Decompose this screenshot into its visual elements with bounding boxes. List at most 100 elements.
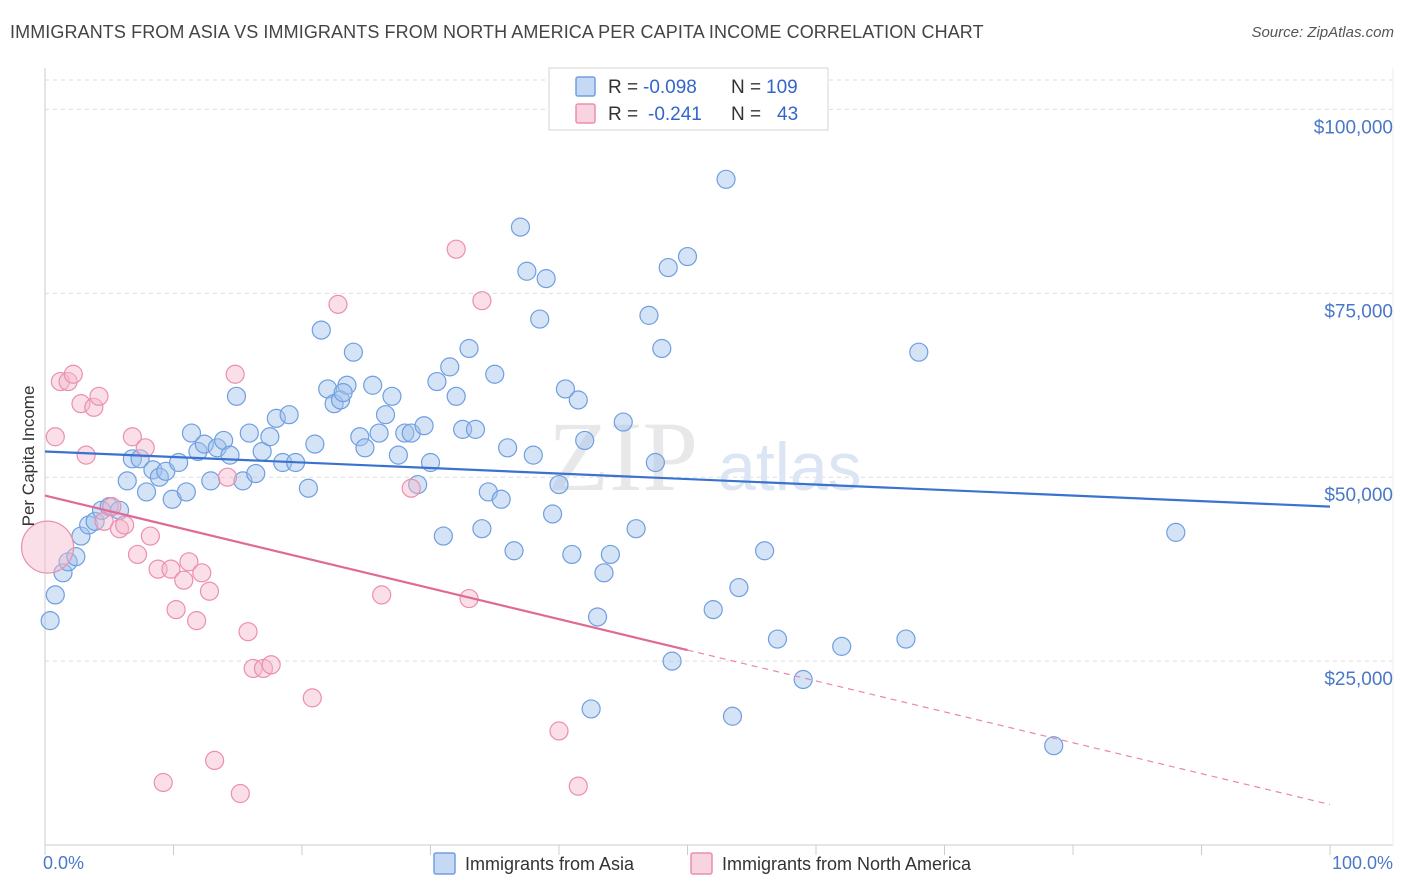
point-asia — [639, 305, 659, 325]
point-asia — [279, 405, 299, 425]
point-asia — [71, 526, 91, 546]
axes-layer — [44, 68, 1394, 855]
legend-n-value-asia: 109 — [766, 77, 798, 98]
point-asia — [600, 544, 621, 565]
point-asia — [1044, 736, 1064, 756]
point-north-america — [205, 750, 225, 771]
point-asia — [504, 541, 524, 561]
point-asia — [433, 526, 453, 546]
point-asia — [703, 600, 723, 620]
point-north-america — [243, 658, 263, 679]
correlation-legend: R = -0.098 N = 109 R = -0.241 N = 43 — [548, 67, 829, 131]
legend-r-value-north-america: -0.241 — [648, 104, 702, 125]
point-north-america — [230, 783, 250, 804]
bottom-legend-label-north-america: Immigrants from North America — [722, 854, 972, 874]
points-layer — [20, 169, 1186, 804]
point-asia — [517, 261, 537, 281]
point-north-america — [199, 581, 220, 601]
point-north-america — [549, 721, 569, 741]
trend-line-north-america — [44, 494, 688, 652]
point-north-america — [109, 519, 130, 539]
point-asia — [562, 544, 582, 565]
bottom-legend-label-asia: Immigrants from Asia — [465, 854, 635, 874]
point-asia — [613, 412, 633, 432]
point-asia — [188, 441, 208, 462]
y-tick-label: $75,000 — [1324, 301, 1393, 322]
point-asia — [568, 390, 588, 410]
point-north-america — [225, 364, 245, 384]
point-asia — [716, 169, 736, 189]
point-asia — [581, 699, 601, 719]
point-asia — [767, 629, 788, 649]
point-north-america — [166, 600, 186, 620]
point-asia — [79, 515, 99, 535]
point-asia — [575, 430, 595, 451]
point-asia — [530, 309, 550, 329]
legend-n-label-north-america: N = — [731, 104, 761, 125]
point-asia — [382, 386, 402, 406]
point-asia — [388, 445, 408, 465]
point-north-america — [89, 386, 109, 406]
point-asia — [66, 547, 86, 567]
legend-r-label-north-america: R = — [608, 104, 638, 125]
point-asia — [832, 636, 852, 656]
point-north-america — [217, 467, 238, 487]
legend-r-value-asia: -0.098 — [643, 77, 697, 98]
point-asia — [722, 706, 743, 726]
point-asia — [662, 651, 682, 671]
point-asia — [343, 342, 363, 362]
y-tick-label: $25,000 — [1324, 669, 1393, 690]
point-asia — [677, 246, 698, 267]
point-north-america — [84, 397, 104, 417]
point-asia — [626, 519, 646, 539]
point-asia — [459, 338, 479, 359]
point-asia — [181, 423, 202, 443]
point-north-america — [135, 438, 155, 458]
point-asia — [652, 338, 672, 359]
point-asia — [523, 445, 543, 465]
point-asia — [498, 438, 518, 458]
point-north-america — [472, 291, 492, 311]
legend-n-label-asia: N = — [731, 77, 761, 98]
point-asia — [305, 434, 325, 454]
point-asia — [246, 463, 266, 484]
point-asia — [201, 471, 221, 491]
point-asia — [369, 423, 389, 443]
point-north-america — [261, 655, 281, 675]
point-north-america — [115, 515, 135, 535]
point-asia — [446, 386, 466, 406]
point-asia — [266, 408, 286, 428]
legend-swatch-asia — [575, 76, 596, 97]
point-asia — [117, 471, 137, 491]
point-north-america — [187, 611, 207, 631]
point-asia — [136, 482, 157, 502]
point-asia — [754, 541, 775, 561]
x-tick-label-max: 100.0% — [1332, 853, 1393, 873]
watermark: ZIP atlas — [548, 401, 862, 512]
point-asia — [311, 320, 331, 340]
point-asia — [260, 427, 280, 447]
point-north-america — [302, 688, 322, 708]
chart-title: IMMIGRANTS FROM ASIA VS IMMIGRANTS FROM … — [10, 22, 984, 42]
grid-layer — [45, 79, 1393, 662]
point-asia — [298, 478, 319, 498]
point-asia — [658, 257, 678, 278]
x-tick-label-min: 0.0% — [43, 853, 84, 873]
trend-layer — [44, 450, 1331, 806]
point-asia — [363, 375, 383, 395]
bottom-legend-swatch-asia — [433, 852, 456, 875]
point-asia — [395, 423, 415, 443]
legend-swatch-north-america — [575, 103, 596, 124]
y-tick-label: $100,000 — [1314, 117, 1393, 138]
point-north-america — [238, 622, 258, 642]
point-asia — [793, 669, 813, 690]
point-north-america — [140, 526, 160, 546]
legend-r-label-asia: R = — [608, 77, 638, 98]
point-asia — [555, 379, 576, 399]
point-north-america — [76, 445, 96, 465]
point-north-america — [179, 552, 199, 572]
point-north-america — [63, 364, 83, 384]
bottom-legend-swatch-north-america — [690, 852, 713, 875]
point-asia — [355, 438, 375, 458]
